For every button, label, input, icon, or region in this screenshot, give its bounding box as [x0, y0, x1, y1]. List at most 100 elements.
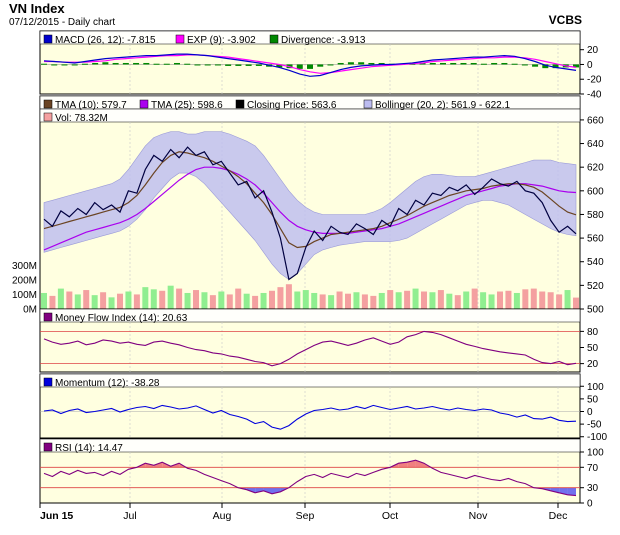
volume-bar: [83, 290, 90, 309]
x-tick-label: Jul: [123, 510, 136, 522]
divergence-bar: [225, 64, 232, 66]
x-tick-label: Nov: [469, 510, 488, 522]
legend-label: RSI (14): 14.47: [55, 443, 123, 454]
legend-swatch: [43, 99, 53, 109]
chart-title: VN Index: [9, 1, 65, 16]
divergence-bar: [81, 63, 88, 65]
divergence-bar: [573, 64, 579, 68]
legend-bar: [39, 308, 581, 323]
divergence-bar: [317, 64, 324, 67]
volume-bar: [184, 292, 191, 309]
volume-bar: [387, 290, 394, 309]
rsi-oversold-fill: [263, 487, 272, 494]
legend-label: Money Flow Index (14): 20.63: [55, 313, 188, 324]
y-tick-label: -40: [587, 90, 602, 101]
legend-label: TMA (10): 579.7: [55, 100, 127, 111]
x-tick-label: Oct: [382, 510, 398, 522]
divergence-bar: [245, 64, 252, 66]
volume-bar: [49, 295, 56, 309]
volume-bar: [133, 294, 140, 309]
volume-bar: [463, 291, 470, 309]
volume-bar: [209, 295, 216, 309]
volume-bar: [201, 292, 208, 309]
volume-bar: [108, 297, 115, 309]
divergence-bar: [133, 62, 140, 65]
volume-bar: [378, 292, 385, 309]
legend-label: Momentum (12): -38.28: [55, 378, 160, 389]
tma10-line: [43, 151, 577, 249]
momentum-line: [43, 404, 577, 430]
legend-swatch: [175, 34, 185, 44]
y-tick-label: 500: [587, 305, 604, 316]
y-tick-label: 640: [587, 139, 604, 150]
legend-swatch: [43, 442, 53, 452]
volume-bar: [294, 291, 301, 309]
divergence-bar: [214, 64, 221, 66]
legend-label: Vol: 78.32M: [55, 113, 108, 124]
divergence-bar: [440, 62, 446, 65]
divergence-bar: [480, 63, 487, 65]
divergence-bar: [378, 62, 385, 65]
legend-label: Bollinger (20, 2): 561.9 - 622.1: [375, 100, 511, 111]
divergence-bar: [429, 62, 436, 65]
y-tick-label: 0: [587, 499, 593, 510]
volume-bar: [117, 293, 123, 309]
legend-bar: [39, 438, 581, 453]
volume-tick-label: 200M: [12, 275, 37, 286]
volume-bar: [429, 292, 436, 309]
y-tick-label: -100: [587, 432, 607, 443]
divergence-bar: [501, 62, 508, 65]
volume-bar: [150, 289, 157, 309]
divergence-bar: [491, 62, 498, 65]
divergence-bar: [470, 62, 477, 65]
divergence-bar: [51, 64, 58, 66]
divergence-bar: [552, 64, 559, 69]
legend-swatch: [235, 99, 245, 109]
y-tick-label: 540: [587, 257, 604, 268]
volume-bar: [269, 290, 275, 309]
volume-bar: [404, 290, 411, 309]
x-tick-label: Sep: [296, 510, 315, 522]
rsi-line: [43, 459, 577, 497]
divergence-bar: [337, 62, 344, 65]
y-tick-label: -20: [587, 75, 602, 86]
volume-tick-label: 100M: [12, 290, 37, 301]
volume-bar: [74, 294, 81, 309]
volume-bar: [41, 292, 47, 309]
volume-bar: [513, 292, 520, 309]
volume-bar: [361, 294, 368, 309]
y-tick-label: 0: [587, 407, 593, 418]
rsi-oversold-fill: [272, 487, 281, 494]
volume-bar: [454, 295, 461, 309]
legend-label: Divergence: -3.913: [281, 35, 366, 46]
divergence-bar: [235, 64, 242, 66]
divergence-bar: [347, 62, 354, 65]
volume-bar: [564, 290, 571, 309]
tma25-line: [43, 166, 577, 251]
rsi-overbought-fill: [415, 460, 424, 468]
volume-bar: [125, 291, 132, 309]
volume-bar: [556, 294, 563, 309]
divergence-bar: [307, 64, 313, 69]
bollinger-band: [43, 131, 577, 280]
y-tick-label: 600: [587, 186, 604, 197]
y-tick-label: 70: [587, 463, 599, 474]
divergence-bar: [112, 62, 119, 65]
divergence-bar: [296, 64, 303, 69]
volume-bar: [277, 287, 284, 309]
volume-bar: [176, 288, 183, 309]
divergence-bar: [163, 63, 170, 65]
divergence-bar: [194, 64, 201, 66]
volume-bar: [370, 295, 377, 309]
closing-price-line: [43, 146, 577, 281]
divergence-bar: [521, 64, 528, 66]
volume-bar: [412, 288, 419, 309]
divergence-bar: [143, 62, 150, 65]
volume-bar: [530, 288, 537, 309]
volume-bar: [505, 290, 512, 309]
y-tick-label: 20: [587, 359, 599, 370]
divergence-bar: [368, 62, 375, 65]
x-tick-label: Aug: [213, 510, 232, 522]
volume-bar: [252, 295, 259, 309]
